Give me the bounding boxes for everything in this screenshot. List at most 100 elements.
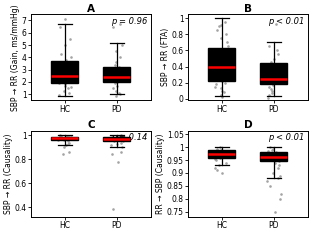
Point: [274, 150, 279, 154]
Point: [265, 152, 270, 156]
Point: [119, 135, 124, 139]
PathPatch shape: [103, 137, 130, 141]
Point: [277, 153, 282, 157]
Point: [275, 166, 280, 170]
Point: [57, 133, 62, 137]
Point: [63, 17, 68, 21]
Point: [114, 84, 119, 88]
Point: [217, 61, 222, 64]
Point: [68, 65, 73, 69]
Point: [277, 174, 282, 177]
PathPatch shape: [51, 136, 78, 140]
Point: [213, 158, 218, 162]
Point: [65, 142, 70, 146]
Point: [270, 83, 275, 87]
Point: [212, 85, 217, 88]
Point: [269, 89, 274, 93]
Point: [57, 134, 62, 138]
Point: [119, 145, 124, 149]
Point: [220, 89, 225, 93]
Point: [68, 55, 73, 59]
Point: [266, 93, 271, 97]
Point: [272, 77, 277, 81]
Point: [113, 63, 118, 66]
Point: [56, 138, 61, 142]
Point: [114, 136, 119, 140]
Point: [66, 141, 71, 144]
Point: [217, 156, 222, 159]
Point: [226, 73, 231, 77]
Point: [223, 161, 228, 165]
Point: [271, 57, 276, 60]
Point: [275, 53, 280, 56]
Point: [213, 166, 218, 170]
Point: [113, 94, 118, 98]
Point: [62, 137, 67, 141]
Point: [68, 37, 73, 41]
Point: [110, 138, 115, 142]
Point: [276, 163, 281, 167]
Point: [220, 171, 225, 175]
Point: [112, 75, 117, 79]
Point: [268, 60, 273, 64]
Point: [117, 55, 122, 59]
Point: [270, 147, 275, 150]
Point: [117, 135, 122, 139]
Point: [61, 75, 66, 79]
Point: [121, 139, 126, 143]
Point: [268, 157, 273, 161]
Point: [113, 49, 118, 53]
Point: [57, 25, 62, 28]
Point: [220, 150, 225, 154]
Point: [119, 138, 124, 141]
Point: [213, 154, 218, 158]
Point: [276, 176, 281, 180]
PathPatch shape: [261, 63, 287, 84]
Point: [69, 85, 74, 89]
Point: [277, 197, 282, 201]
Point: [59, 73, 64, 76]
Point: [278, 192, 283, 195]
Point: [66, 91, 71, 95]
Point: [275, 74, 280, 78]
Title: C: C: [87, 121, 95, 131]
Point: [115, 142, 120, 146]
Point: [108, 143, 113, 147]
Point: [266, 154, 271, 158]
Point: [213, 65, 218, 68]
PathPatch shape: [208, 48, 235, 81]
PathPatch shape: [51, 61, 78, 83]
Point: [65, 78, 70, 81]
Point: [273, 161, 278, 165]
Point: [119, 78, 124, 81]
Point: [222, 20, 227, 24]
Point: [217, 145, 222, 149]
Point: [117, 91, 122, 95]
Text: p = 0.14: p = 0.14: [111, 133, 147, 142]
Point: [225, 44, 230, 48]
Point: [56, 62, 61, 65]
Title: D: D: [244, 121, 252, 131]
Point: [214, 82, 219, 86]
Point: [113, 79, 118, 83]
Point: [114, 60, 119, 64]
Point: [110, 153, 115, 156]
Y-axis label: SBP → RR (Gain, ms/mmHg): SBP → RR (Gain, ms/mmHg): [12, 4, 20, 111]
Point: [275, 81, 280, 84]
Point: [110, 136, 115, 140]
Point: [275, 79, 280, 83]
Point: [56, 136, 61, 140]
Point: [59, 52, 64, 55]
Point: [274, 22, 279, 26]
Point: [61, 145, 66, 149]
Point: [275, 69, 280, 73]
Y-axis label: SBP → RR (Causality): SBP → RR (Causality): [4, 133, 13, 214]
Point: [271, 76, 276, 80]
Point: [267, 145, 272, 149]
Point: [214, 29, 219, 32]
Point: [221, 91, 226, 94]
Point: [61, 138, 66, 141]
Point: [276, 62, 281, 66]
Point: [276, 160, 281, 163]
Point: [270, 148, 275, 152]
